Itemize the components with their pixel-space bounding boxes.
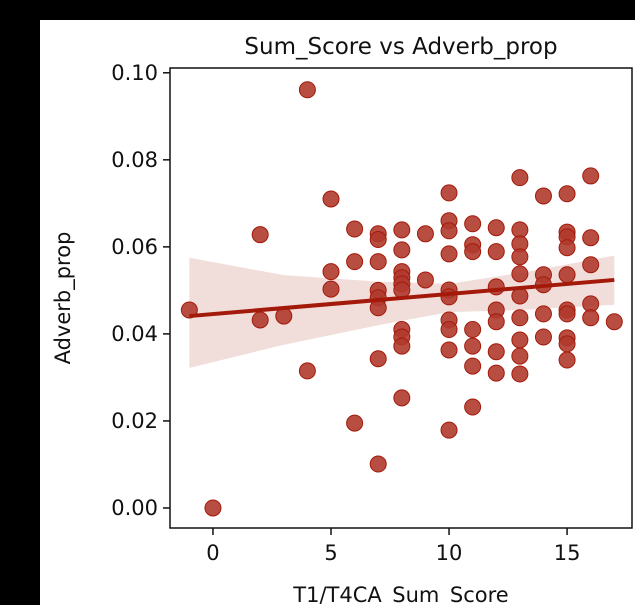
axes-frame — [169, 67, 633, 529]
point — [511, 309, 529, 327]
point — [511, 265, 529, 283]
point — [534, 305, 552, 323]
point — [346, 220, 364, 238]
point — [558, 351, 576, 369]
point — [440, 341, 458, 359]
point — [558, 305, 576, 323]
point — [511, 365, 529, 383]
point — [440, 288, 458, 306]
point — [440, 245, 458, 263]
point — [558, 335, 576, 353]
point — [440, 222, 458, 240]
point — [534, 328, 552, 346]
point — [204, 499, 222, 517]
point — [511, 169, 529, 187]
point — [298, 81, 316, 99]
point — [393, 389, 411, 407]
point — [251, 226, 269, 244]
point — [322, 263, 340, 281]
point — [487, 243, 505, 261]
point — [369, 350, 387, 368]
regression-line — [189, 277, 615, 319]
point — [511, 248, 529, 266]
point — [298, 362, 316, 380]
y-tick-label: 0.08 — [111, 148, 158, 172]
point — [369, 230, 387, 248]
point — [464, 243, 482, 261]
point — [582, 229, 600, 247]
black-border-left — [0, 0, 40, 605]
point — [322, 190, 340, 208]
point — [464, 321, 482, 339]
x-tick-label: 0 — [206, 541, 219, 565]
x-tick-label: 10 — [436, 541, 463, 565]
black-border-top — [0, 0, 635, 20]
x-tick-label: 15 — [554, 541, 581, 565]
y-tick-label: 0.10 — [111, 61, 158, 85]
point — [582, 167, 600, 185]
point — [487, 364, 505, 382]
y-axis-label: Adverb_prop — [51, 232, 76, 365]
point — [487, 343, 505, 361]
point — [440, 421, 458, 439]
point — [511, 347, 529, 365]
point — [558, 185, 576, 203]
point — [369, 455, 387, 473]
point — [534, 187, 552, 205]
point — [346, 253, 364, 271]
point — [487, 278, 505, 296]
point — [393, 241, 411, 259]
point — [322, 280, 340, 298]
chart-title: Sum_Score vs Adverb_prop — [244, 34, 557, 60]
point — [487, 219, 505, 237]
point — [558, 266, 576, 284]
point — [487, 313, 505, 331]
point — [582, 256, 600, 274]
point — [464, 357, 482, 375]
point — [464, 215, 482, 233]
x-tick-label: 5 — [324, 541, 337, 565]
point — [464, 398, 482, 416]
point — [251, 311, 269, 329]
point — [346, 414, 364, 432]
y-tick-label: 0.06 — [111, 235, 158, 259]
x-axis-label: T1/T4CA_Sum_Score — [292, 583, 508, 605]
point — [605, 313, 623, 331]
point — [440, 184, 458, 202]
plot-area — [180, 81, 623, 517]
point — [582, 309, 600, 327]
point — [416, 271, 434, 289]
y-tick-label: 0.00 — [111, 496, 158, 520]
y-tick-label: 0.02 — [111, 409, 158, 433]
point — [369, 253, 387, 271]
confidence-band — [189, 255, 615, 368]
point — [393, 337, 411, 355]
point — [393, 221, 411, 239]
point — [511, 331, 529, 349]
point — [558, 239, 576, 257]
point — [440, 321, 458, 339]
y-tick-label: 0.04 — [111, 322, 158, 346]
point — [464, 337, 482, 355]
point — [416, 225, 434, 243]
